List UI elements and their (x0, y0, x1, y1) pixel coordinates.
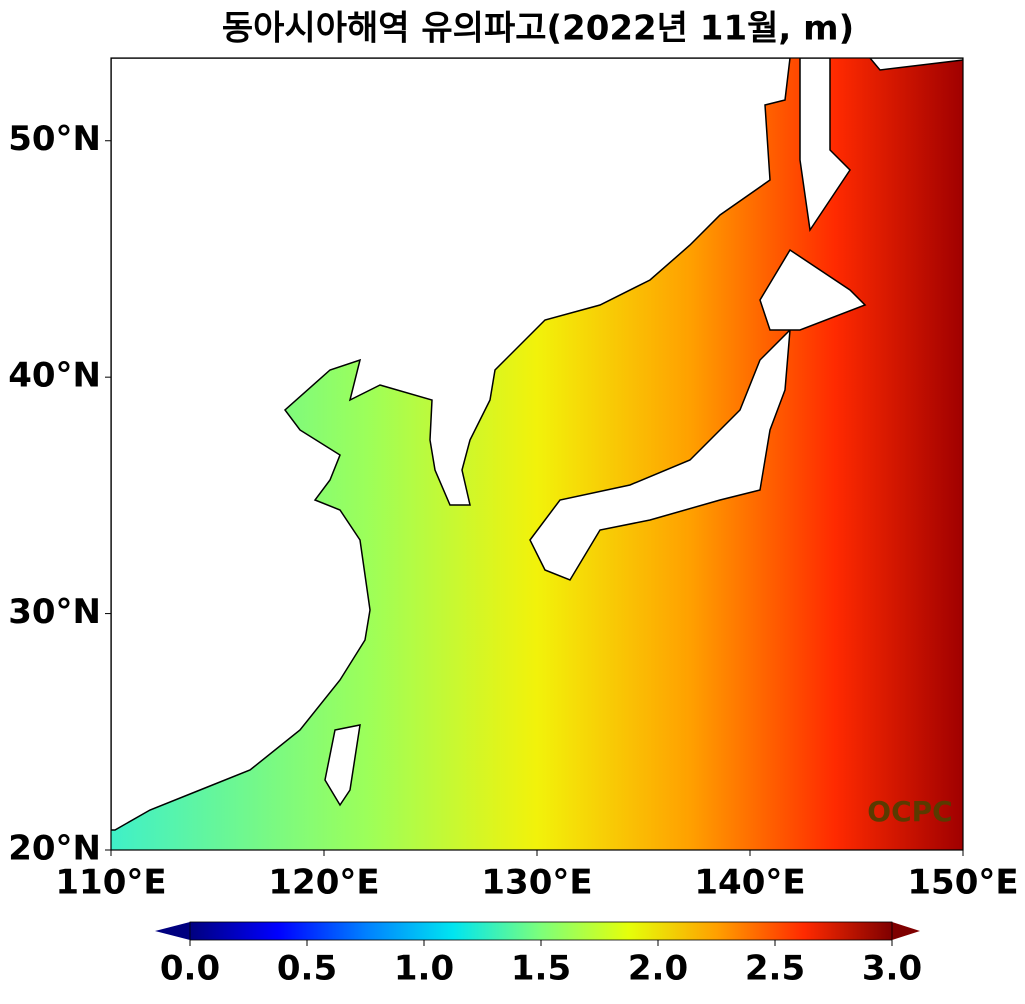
taiwan (324, 724, 361, 807)
colorbar-tick-label: 1.5 (511, 949, 571, 989)
x-tick-label: 110°E (55, 863, 166, 903)
colorbar-gradient (189, 921, 893, 941)
colorbar-tick-label: 0.0 (160, 949, 220, 989)
colorbar-extend-high (892, 922, 920, 940)
continent (111, 58, 791, 831)
y-tick-label: 50°N (8, 119, 101, 159)
colorbar-tick-label: 0.5 (277, 949, 337, 989)
honshu (529, 328, 791, 581)
colorbar-tick-label: 1.0 (394, 949, 454, 989)
x-tick-label: 120°E (268, 863, 379, 903)
colorbar-tick-label: 2.0 (628, 949, 688, 989)
hokkaido (759, 248, 867, 331)
y-tick-label: 40°N (8, 356, 101, 396)
x-tick-label: 130°E (481, 863, 592, 903)
sakhalin (799, 58, 851, 233)
y-tick-label: 30°N (8, 592, 101, 632)
colorbar-tick-label: 2.5 (745, 949, 805, 989)
watermark: OCPC (867, 795, 952, 828)
x-tick-label: 140°E (694, 863, 805, 903)
chart-title: 동아시아해역 유의파고(2022년 11월, m) (222, 9, 854, 49)
map-area (111, 58, 963, 850)
y-tick-label: 20°N (8, 829, 101, 869)
colorbar-extend-low (155, 922, 190, 940)
colorbar: 0.0 0.5 1.0 1.5 2.0 2.5 3.0 (155, 921, 922, 989)
x-tick-label: 150°E (907, 863, 1018, 903)
colorbar-tick-label: 3.0 (862, 949, 922, 989)
kamchatka-edge (869, 58, 963, 71)
